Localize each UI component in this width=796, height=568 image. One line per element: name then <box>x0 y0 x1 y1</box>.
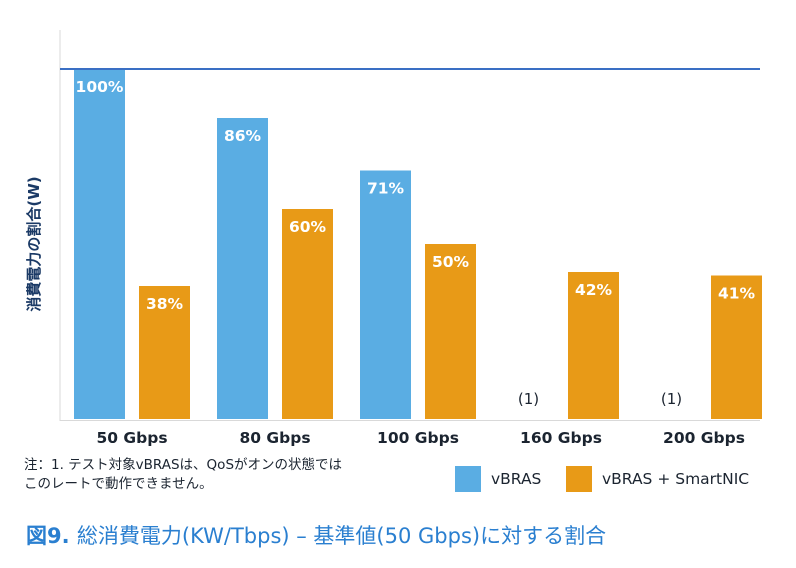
legend-label-smartnic: vBRAS + SmartNIC <box>602 470 750 488</box>
legend-item-vbras: vBRAS <box>455 466 541 492</box>
plot-area: 100% 38% 50 Gbps 86% 60% 80 Gbps 71% 50% 100 Gbp… <box>59 30 762 447</box>
figure-caption: 図9. 総消費電力(KW/Tbps) – 基準値(50 Gbps)に対する割合 <box>26 520 606 550</box>
data-label-smartnic-0: 38% <box>146 295 184 313</box>
x-tick-label-2: 100 Gbps <box>377 429 459 447</box>
data-label-vbras-0: 100% <box>76 78 124 96</box>
bar-smartnic-2 <box>425 244 476 419</box>
bar-vbras-0 <box>74 69 125 419</box>
legend-swatch-smartnic <box>566 466 592 492</box>
legend-label-vbras: vBRAS <box>491 470 542 488</box>
x-tick-label-3: 160 Gbps <box>520 429 602 447</box>
footnote-line-1: 注：1. テスト対象vBRASは、QoSがオンの状態では <box>24 457 343 473</box>
y-axis-label: 消費電力の割合(W) <box>25 176 43 311</box>
bar-vbras-2 <box>360 170 411 419</box>
data-label-vbras-1: 86% <box>224 127 262 145</box>
data-label-vbras-2: 71% <box>367 180 405 198</box>
figure-title: 総消費電力(KW/Tbps) – 基準値(50 Gbps)に対する割合 <box>76 524 607 548</box>
bar-smartnic-1 <box>282 209 333 419</box>
data-label-vbras-3: (1) <box>518 390 539 408</box>
bar-smartnic-0 <box>139 286 190 419</box>
legend-item-smartnic: vBRAS + SmartNIC <box>566 466 749 492</box>
data-label-smartnic-3: 42% <box>575 281 613 299</box>
bar-vbras-1 <box>217 118 268 419</box>
data-label-smartnic-2: 50% <box>432 253 470 271</box>
x-tick-label-1: 80 Gbps <box>239 429 310 447</box>
bar-smartnic-4 <box>711 275 762 419</box>
data-label-smartnic-1: 60% <box>289 218 327 236</box>
bar-chart: 100% 38% 50 Gbps 86% 60% 80 Gbps 71% 50% 100 Gbp… <box>25 30 762 447</box>
x-tick-label-4: 200 Gbps <box>663 429 745 447</box>
bar-smartnic-3 <box>568 272 619 419</box>
data-label-smartnic-4: 41% <box>718 285 756 303</box>
legend-swatch-vbras <box>455 466 481 492</box>
footnote-line-2: このレートで動作できません。 <box>24 476 213 492</box>
footnote: 注：1. テスト対象vBRASは、QoSがオンの状態では このレートで動作できま… <box>24 456 342 494</box>
x-tick-label-0: 50 Gbps <box>96 429 167 447</box>
data-label-vbras-4: (1) <box>661 390 682 408</box>
figure-number: 図9. <box>26 524 70 548</box>
